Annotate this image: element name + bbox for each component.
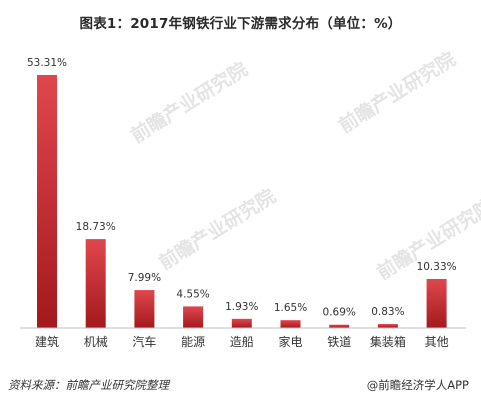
bar-汽车 bbox=[134, 290, 155, 328]
bar-集装箱 bbox=[377, 324, 398, 328]
source-note: 资料来源：前瞻产业研究院整理 bbox=[8, 378, 169, 392]
value-label: 0.83% bbox=[371, 306, 404, 318]
bar-造船 bbox=[231, 318, 252, 328]
category-label: 能源 bbox=[181, 335, 205, 349]
category-label: 建筑 bbox=[35, 334, 59, 349]
category-label: 机械 bbox=[84, 334, 108, 349]
category-label: 集装箱 bbox=[370, 334, 406, 349]
category-label: 其他 bbox=[425, 335, 449, 349]
category-label: 铁道 bbox=[327, 335, 351, 349]
value-label: 18.73% bbox=[76, 221, 116, 233]
category-label: 造船 bbox=[230, 335, 254, 349]
bar-能源 bbox=[183, 306, 204, 328]
value-label: 1.65% bbox=[274, 302, 307, 314]
bar-铁道 bbox=[329, 324, 350, 328]
bars-layer bbox=[37, 75, 447, 328]
value-label: 10.33% bbox=[417, 261, 457, 273]
bar-机械 bbox=[85, 239, 106, 328]
footer: 资料来源：前瞻产业研究院整理 @前瞻经济学人APP bbox=[0, 377, 481, 397]
value-label: 1.93% bbox=[225, 301, 258, 313]
value-label: 0.69% bbox=[323, 307, 356, 319]
value-label: 4.55% bbox=[176, 288, 209, 300]
category-label: 家电 bbox=[278, 334, 302, 349]
bar-建筑 bbox=[37, 75, 57, 328]
value-label: 7.99% bbox=[128, 272, 161, 284]
bar-家电 bbox=[280, 320, 301, 328]
brand-credit: @前瞻经济学人APP bbox=[366, 378, 469, 392]
value-label: 53.31% bbox=[27, 57, 67, 69]
chart-title: 图表1：2017年钢铁行业下游需求分布（单位：%） bbox=[79, 16, 402, 32]
category-label: 汽车 bbox=[132, 334, 156, 349]
labels-layer: 53.31% 建筑 18.73% 机械 7.99% 汽车 4.55% 能源 1.93% 造船 1.6… bbox=[27, 57, 457, 349]
bar-其他 bbox=[426, 278, 447, 328]
